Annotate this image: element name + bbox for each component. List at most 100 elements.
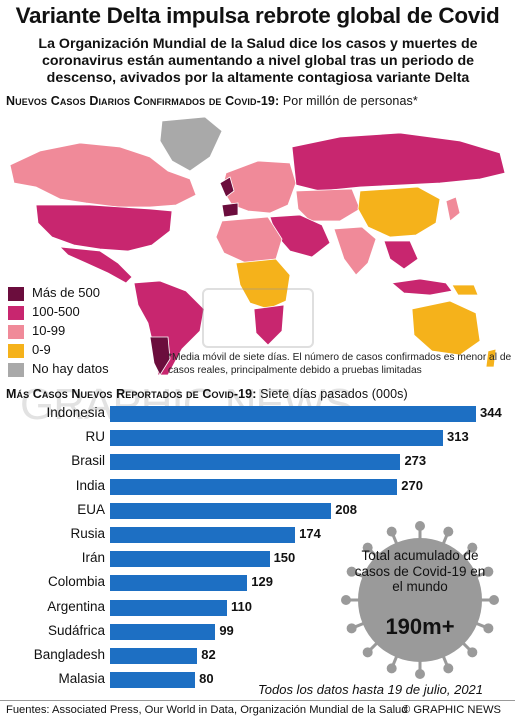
bar <box>110 648 198 664</box>
legend-swatch <box>8 363 24 377</box>
bar-value-label: 150 <box>273 550 296 566</box>
bar-value-label: 208 <box>335 501 357 517</box>
map-canada <box>9 142 197 208</box>
map-japan <box>445 196 461 222</box>
legend-label: Más de 500 <box>32 285 100 300</box>
virus-spike-tip <box>443 663 454 674</box>
virus-spike-tip <box>467 542 478 553</box>
bar-category-label: Indonesia <box>46 405 105 420</box>
bar-value-label: 99 <box>219 622 234 638</box>
legend-item: Más de 500 <box>8 285 168 303</box>
bar <box>110 454 401 471</box>
bar-chart-subtitle: Siete días pasados (000s) <box>260 387 408 401</box>
bar-category-label: Colombia <box>47 574 105 590</box>
map-russia <box>291 132 506 192</box>
map-europe <box>221 160 297 214</box>
bar-value-label: 270 <box>401 477 423 493</box>
virus-spike-tip <box>483 623 494 634</box>
map-uk <box>219 176 235 198</box>
map-heading: Nuevos Casos Diarios Confirmados de Covi… <box>6 94 418 108</box>
map-australia <box>411 300 481 356</box>
legend-label: No hay datos <box>32 361 109 376</box>
bar-category-label: Argentina <box>47 598 105 614</box>
map-indonesia <box>391 278 453 296</box>
bar <box>110 502 332 519</box>
bar-chart-heading: Más Casos Nuevos Reportados de Covid-19:… <box>6 387 408 401</box>
callout-total: 190m+ <box>385 614 455 639</box>
virus-spike-tip <box>415 669 425 679</box>
bar <box>110 430 444 447</box>
page-subtitle: La Organización Mundial de la Salud dice… <box>38 36 478 86</box>
bar <box>110 527 296 543</box>
map-greenland <box>159 116 223 172</box>
virus-spike-tip <box>483 566 494 577</box>
bar-category-label: Bangladesh <box>33 647 105 662</box>
bar-chart: Indonesia 344 RU 313 Brasil 273 India 270 EUA 208… <box>0 403 515 693</box>
bar-category-label: India <box>75 477 105 493</box>
virus-spike-tip <box>341 595 351 605</box>
bar-value-label: 80 <box>199 671 214 687</box>
legend-item: 0-9 <box>8 342 168 360</box>
virus-spike-tip <box>467 647 478 658</box>
map-china <box>357 186 441 238</box>
virus-spike-tip <box>386 663 397 674</box>
virus-spike-tip <box>346 623 357 634</box>
virus-spike-tip <box>386 526 397 537</box>
footer-divider <box>0 700 515 701</box>
sources: Fuentes: Associated Press, Our World in … <box>6 704 408 716</box>
legend-swatch <box>8 306 24 320</box>
bar-category-label: Brasil <box>71 453 105 469</box>
bar-category-label: RU <box>85 429 106 445</box>
virus-spike-tip <box>362 542 373 553</box>
bar-value-label: 110 <box>231 598 253 614</box>
page-title: Variante Delta impulsa rebrote global de… <box>15 3 500 28</box>
map-new-guinea <box>451 284 479 296</box>
bar <box>110 599 228 616</box>
map-mexico <box>58 246 133 284</box>
virus-spike-tip <box>443 526 454 537</box>
bar-value-label: 273 <box>404 453 427 469</box>
map-central-asia <box>295 188 361 222</box>
watermark-logo <box>202 288 314 348</box>
bar-value-label: 313 <box>447 429 469 445</box>
legend-label: 100-500 <box>32 304 80 319</box>
virus-icon <box>341 521 499 679</box>
legend-swatch <box>8 287 24 301</box>
map-north-africa <box>215 216 283 264</box>
map-heading-bold: Nuevos Casos Diarios Confirmados de Covi… <box>6 94 280 108</box>
legend-swatch <box>8 325 24 339</box>
map-new-zealand <box>485 348 497 368</box>
map-southeast-asia <box>383 240 419 270</box>
bar-chart-title: Más Casos Nuevos Reportados de Covid-19: <box>6 387 257 401</box>
map-south-america <box>133 280 205 376</box>
map-south-america-south <box>149 336 171 376</box>
world-map-svg <box>9 116 506 376</box>
map-india <box>333 226 377 276</box>
bar-value-label: 344 <box>480 405 502 420</box>
bar-category-label: Rusia <box>70 526 105 541</box>
virus-spike-tip <box>489 595 499 605</box>
legend-item: No hay datos <box>8 361 168 379</box>
legend-item: 10-99 <box>8 323 168 341</box>
bar <box>110 575 248 592</box>
bar <box>110 551 270 568</box>
map-spain <box>221 202 239 218</box>
legend-item: 100-500 <box>8 304 168 322</box>
virus-spike-tip <box>362 647 373 658</box>
map-southern-africa <box>253 304 285 346</box>
bar-category-label: Sudáfrica <box>47 622 105 638</box>
map-usa <box>35 204 173 252</box>
callout-text: Total acumulado de casos de Covid-19 en … <box>354 548 486 594</box>
legend-label: 10-99 <box>32 323 66 338</box>
bar-value-label: 174 <box>299 526 321 541</box>
bar-value-label: 82 <box>201 647 216 662</box>
virus-spike-tip <box>346 566 357 577</box>
map-footnote: *Media móvil de siete días. El número de… <box>168 352 512 376</box>
credit: © GRAPHIC NEWS <box>402 704 501 716</box>
bar <box>110 672 196 689</box>
bar-category-label: Malasia <box>58 671 105 687</box>
legend-label: 0-9 <box>32 342 51 357</box>
map-central-africa <box>235 258 291 310</box>
bar <box>110 406 476 422</box>
world-map <box>0 113 515 381</box>
